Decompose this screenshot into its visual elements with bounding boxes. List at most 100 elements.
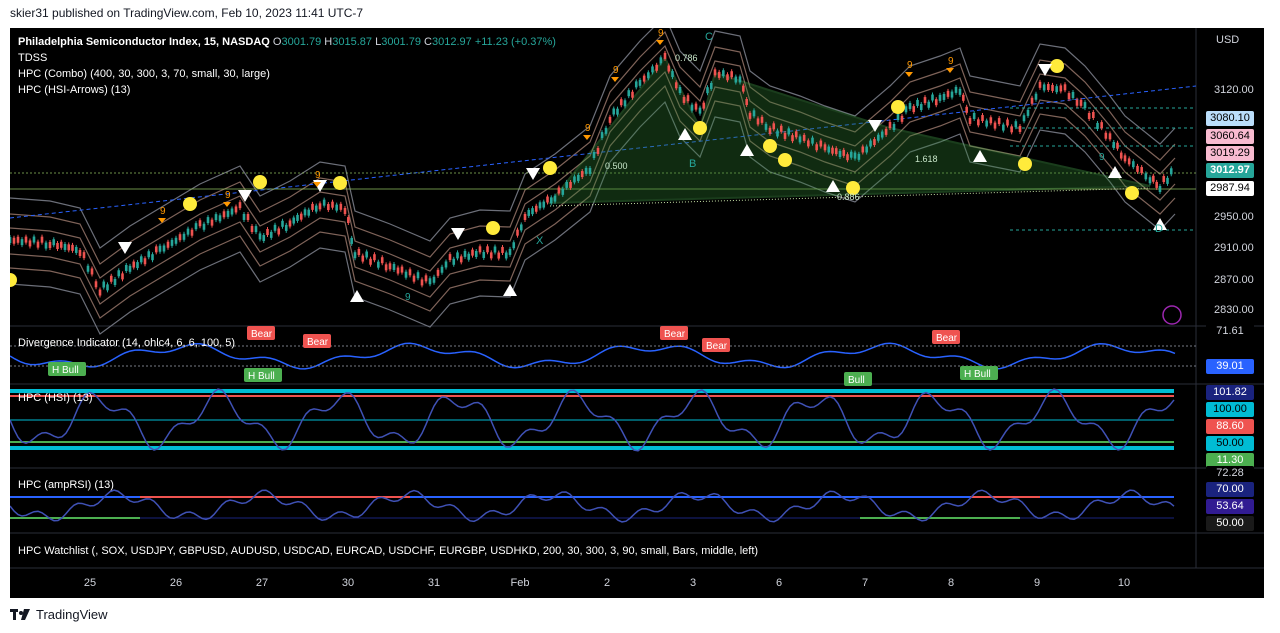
- candle-body: [772, 123, 776, 130]
- candle-body: [651, 66, 654, 73]
- candle-body: [1059, 85, 1063, 92]
- candle-body: [467, 253, 471, 260]
- candle-body: [807, 140, 810, 147]
- candle-body: [1079, 99, 1083, 106]
- indicator-hpc-combo[interactable]: HPC (Combo) (400, 30, 300, 3, 70, small,…: [18, 68, 270, 80]
- candle-body: [1055, 86, 1058, 93]
- candle-body: [904, 106, 908, 113]
- hsi-tag: 11.30: [1206, 453, 1254, 468]
- candle-body: [210, 219, 214, 226]
- candle-body: [722, 70, 725, 77]
- y-tick: 2950.00: [1214, 211, 1254, 223]
- candle-body: [262, 235, 266, 242]
- divergence-badge: [660, 326, 688, 340]
- candle-body: [783, 132, 787, 139]
- candle-body: [284, 224, 288, 231]
- divergence-badge-label: Bear: [706, 341, 728, 352]
- pane-watchlist-title[interactable]: HPC Watchlist (, SOX, USDJPY, GBPUSD, AU…: [18, 545, 759, 557]
- indicator-tdss[interactable]: TDSS: [18, 52, 48, 64]
- candle-body: [760, 116, 764, 123]
- candle-body: [908, 102, 912, 109]
- tradingview-logo[interactable]: TradingView: [10, 607, 108, 622]
- candle-body: [67, 244, 71, 251]
- pane-amprsi-title[interactable]: HPC (ampRSI) (13): [18, 479, 114, 491]
- chart-frame[interactable]: 9 9 9 9 9 9 9 9 9 9 0.786 0.500 1.618 0.886 C B X D Bear Be…: [10, 28, 1264, 598]
- candle-body: [182, 233, 186, 240]
- candle-body: [734, 76, 738, 83]
- indicator-hpc-hsi-arrows[interactable]: HPC (HSI-Arrows) (13): [18, 84, 131, 96]
- candle-body: [486, 246, 489, 253]
- candle-body: [318, 203, 322, 210]
- candle-body: [997, 118, 1001, 125]
- candle-body: [942, 93, 946, 100]
- candle-body: [347, 217, 350, 224]
- hsi-lower-band: [10, 446, 1174, 450]
- candle-body: [706, 87, 709, 94]
- x-tick: 10: [1117, 577, 1131, 589]
- candle-body: [861, 146, 865, 153]
- chart-canvas[interactable]: 9 9 9 9 9 9 9 9 9 9 0.786 0.500 1.618 0.886 C B X D Bear Be…: [10, 28, 1264, 598]
- x-tick: 26: [169, 577, 183, 589]
- candle-body: [726, 74, 729, 81]
- candle-body: [1014, 121, 1018, 128]
- candle-body: [553, 195, 557, 202]
- divergence-badge: [960, 366, 998, 380]
- candle-body: [16, 236, 20, 243]
- candle-body: [690, 104, 694, 111]
- amprsi-line: [10, 489, 1175, 523]
- candle-body: [501, 246, 504, 253]
- candle-body: [965, 106, 968, 113]
- candle-body: [811, 137, 814, 144]
- candle-body: [250, 225, 254, 232]
- candle-body: [565, 181, 568, 188]
- signal-triangle: [313, 180, 327, 192]
- candle-body: [1092, 112, 1095, 119]
- pane-hsi-title[interactable]: HPC (HSI) (13): [18, 392, 93, 404]
- candle-body: [764, 123, 768, 130]
- divergence-badge-label: Bear: [936, 333, 958, 344]
- candle-body: [396, 267, 400, 274]
- candle-body: [573, 176, 576, 183]
- candle-body: [424, 275, 428, 282]
- signal-dot: [486, 221, 500, 235]
- candle-body: [303, 209, 307, 216]
- candle-body: [989, 117, 993, 124]
- candle-body: [218, 215, 222, 222]
- candle-body: [266, 229, 269, 236]
- candle-body: [24, 236, 28, 243]
- candle-body: [106, 284, 109, 291]
- signal-triangle: [503, 284, 517, 296]
- candle-body: [534, 205, 538, 212]
- candle-body: [557, 187, 561, 194]
- candle-body: [1166, 177, 1169, 184]
- signal-dot: [693, 121, 707, 135]
- pane-divergence-title[interactable]: Divergence Indicator (14, ohlc4, 6, 6, 1…: [18, 337, 236, 349]
- candle-body: [642, 75, 646, 82]
- candle-body: [738, 76, 742, 83]
- candle-body: [1169, 168, 1173, 175]
- candle-body: [686, 95, 690, 102]
- candle-body: [682, 96, 686, 103]
- price-tag: 2987.94: [1206, 181, 1254, 196]
- candle-body: [1034, 93, 1038, 100]
- tradingview-icon: [10, 608, 30, 620]
- candle-body: [1022, 115, 1026, 122]
- candle-body: [577, 174, 580, 181]
- candle-body: [831, 147, 834, 154]
- publisher-line: skier31 published on TradingView.com, Fe…: [10, 6, 364, 20]
- candle-body: [132, 261, 136, 268]
- candle-body: [1006, 119, 1009, 126]
- candle-body: [549, 197, 553, 204]
- candle-body: [815, 144, 818, 151]
- candle-body: [896, 114, 900, 121]
- candle-body: [1108, 133, 1112, 140]
- candle-body: [580, 171, 584, 178]
- candle-body: [493, 246, 497, 253]
- candle-body: [919, 104, 923, 111]
- candle-body: [246, 214, 250, 221]
- candle-body: [846, 154, 849, 161]
- divergence-badge: [48, 362, 86, 376]
- candle-body: [198, 220, 202, 227]
- symbol-title[interactable]: Philadelphia Semiconductor Index, 15, NA…: [18, 36, 270, 48]
- candle-body: [214, 214, 218, 221]
